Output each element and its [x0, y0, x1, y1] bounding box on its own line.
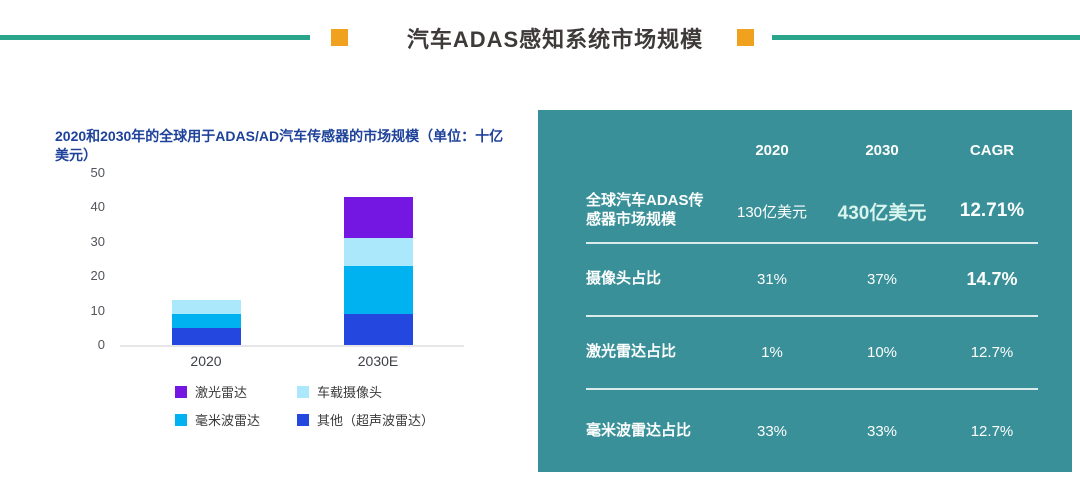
legend-item-other: 其他（超声波雷达） — [297, 410, 434, 429]
table-cell-r1-c1: 37% — [866, 271, 898, 288]
legend-label-lidar: 激光雷达 — [195, 385, 248, 400]
table-row-divider — [586, 315, 1038, 317]
y-axis-tick-20: 20 — [90, 268, 105, 284]
table-cell-r3-c2: 12.7% — [970, 422, 1014, 440]
table-cell-r3-c0: 33% — [756, 422, 788, 440]
table-header-cell-CAGR: CAGR — [969, 141, 1015, 159]
legend-item-camera: 车载摄像头 — [297, 382, 434, 401]
y-axis-tick-30: 30 — [90, 233, 105, 249]
legend-swatch-camera-icon — [297, 385, 309, 398]
table-row-1: 摄像头占比 31% 37% 14.7% — [538, 244, 1072, 315]
x-axis-label-2020: 2020 — [190, 353, 222, 369]
table-header-cell-2030: 2030 — [865, 141, 899, 159]
table-row-2: 激光雷达占比 1% 10% 12.7% — [538, 317, 1072, 388]
legend-label-camera: 车载摄像头 — [317, 385, 383, 400]
y-axis-tick-0: 0 — [97, 337, 105, 352]
table-cell-r1-c2: 14.7% — [966, 269, 1018, 289]
bar-chart-section: 2020和2030年的全球用于ADAS/AD汽车传感器的市场规模（单位：十亿美元… — [55, 126, 505, 456]
y-axis-tick-10: 10 — [90, 302, 105, 318]
legend-label-other: 其他（超声波雷达） — [317, 413, 435, 428]
y-axis-tick-40: 40 — [90, 199, 105, 215]
table-cell-r0-c2: 12.71% — [959, 200, 1025, 221]
market-data-table: 2020 2030 CAGR 全球汽车ADAS传感器市场规模 130亿美元 430亿美元 1… — [538, 110, 1072, 472]
table-row-divider — [586, 242, 1038, 244]
chart-legend: 激光雷达 车载摄像头毫米波雷达 其他（超声波雷达） — [175, 382, 434, 429]
table-row-0: 全球汽车ADAS传感器市场规模 130亿美元 430亿美元 12.71% — [538, 180, 1072, 242]
bar-segment-mmwave-2020 — [171, 314, 241, 328]
legend-label-mmwave: 毫米波雷达 — [195, 413, 261, 428]
table-cell-r0-c0: 130亿美元 — [736, 203, 808, 221]
header-accent-line-left — [0, 35, 310, 40]
table-row-3: 毫米波雷达占比 33% 33% 12.7% — [538, 390, 1072, 472]
table-cell-r3-c1: 33% — [866, 422, 898, 440]
stacked-bar-2030E — [343, 173, 413, 345]
table-row-label: 激光雷达占比 — [586, 343, 677, 361]
header-accent-square-left-icon — [331, 29, 348, 46]
table-cell-r1-c0: 31% — [756, 271, 788, 288]
table-header-row: 2020 2030 CAGR — [538, 110, 1072, 180]
bar-segment-other-2020 — [171, 327, 241, 345]
header-accent-line-right — [772, 35, 1080, 40]
bar-segment-lidar-2030E — [343, 197, 413, 239]
stacked-bar-plot-area — [120, 173, 464, 347]
bar-segment-camera-2030E — [343, 238, 413, 266]
bar-segment-camera-2020 — [171, 300, 241, 315]
bar-segment-mmwave-2030E — [343, 265, 413, 315]
table-cell-r2-c0: 1% — [761, 344, 783, 361]
table-row-label: 全球汽车ADAS传感器市场规模 — [586, 192, 704, 228]
y-axis-tick-50: 50 — [90, 165, 105, 180]
stacked-bar-2020 — [171, 173, 241, 345]
legend-item-mmwave: 毫米波雷达 — [175, 410, 297, 429]
table-cell-r2-c2: 12.7% — [970, 344, 1014, 361]
bar-segment-other-2030E — [343, 314, 413, 345]
table-row-label: 摄像头占比 — [586, 270, 662, 288]
page-title: 汽车ADAS感知系统市场规模 — [406, 27, 704, 52]
legend-swatch-other-icon — [297, 413, 309, 426]
legend-swatch-mmwave-icon — [175, 413, 187, 426]
x-axis-label-2030E: 2030E — [357, 353, 399, 369]
legend-item-lidar: 激光雷达 — [175, 382, 297, 401]
table-cell-r2-c1: 10% — [866, 344, 898, 361]
table-header-cell-2020: 2020 — [755, 141, 789, 159]
table-cell-r0-c1: 430亿美元 — [837, 202, 927, 224]
chart-title: 2020和2030年的全球用于ADAS/AD汽车传感器的市场规模（单位：十亿美元… — [55, 128, 504, 163]
table-row-divider — [586, 388, 1038, 390]
legend-swatch-lidar-icon — [175, 385, 187, 398]
table-row-label: 毫米波雷达占比 — [586, 421, 692, 439]
header-accent-square-right-icon — [737, 29, 754, 46]
